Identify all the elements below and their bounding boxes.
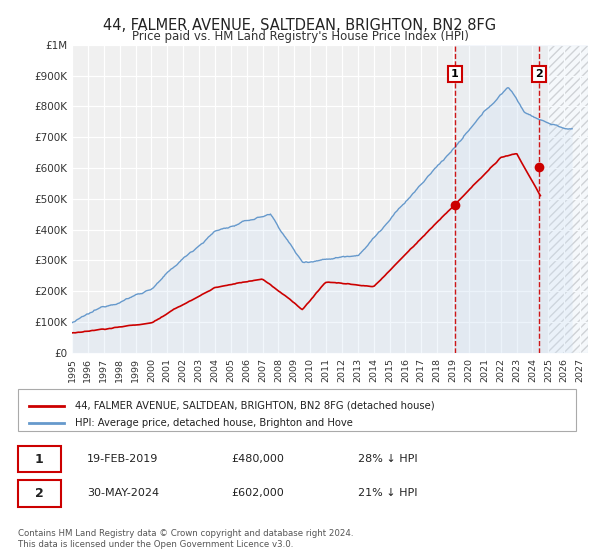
Text: 44, FALMER AVENUE, SALTDEAN, BRIGHTON, BN2 8FG (detached house): 44, FALMER AVENUE, SALTDEAN, BRIGHTON, B… xyxy=(76,401,435,411)
Text: £480,000: £480,000 xyxy=(231,454,284,464)
Text: Contains HM Land Registry data © Crown copyright and database right 2024.
This d: Contains HM Land Registry data © Crown c… xyxy=(18,529,353,549)
FancyBboxPatch shape xyxy=(18,480,61,507)
Text: 2: 2 xyxy=(535,69,543,79)
FancyBboxPatch shape xyxy=(18,446,61,473)
Text: 1: 1 xyxy=(451,69,459,79)
Text: 30-MAY-2024: 30-MAY-2024 xyxy=(87,488,159,498)
Text: 19-FEB-2019: 19-FEB-2019 xyxy=(87,454,158,464)
Text: 44, FALMER AVENUE, SALTDEAN, BRIGHTON, BN2 8FG: 44, FALMER AVENUE, SALTDEAN, BRIGHTON, B… xyxy=(103,18,497,32)
Text: Price paid vs. HM Land Registry's House Price Index (HPI): Price paid vs. HM Land Registry's House … xyxy=(131,30,469,43)
Text: 28% ↓ HPI: 28% ↓ HPI xyxy=(358,454,417,464)
Bar xyxy=(455,45,588,353)
FancyBboxPatch shape xyxy=(18,389,577,431)
Text: 2: 2 xyxy=(35,487,44,500)
Text: HPI: Average price, detached house, Brighton and Hove: HPI: Average price, detached house, Brig… xyxy=(76,418,353,428)
Text: 21% ↓ HPI: 21% ↓ HPI xyxy=(358,488,417,498)
Text: £602,000: £602,000 xyxy=(231,488,284,498)
Text: 1: 1 xyxy=(35,452,44,465)
